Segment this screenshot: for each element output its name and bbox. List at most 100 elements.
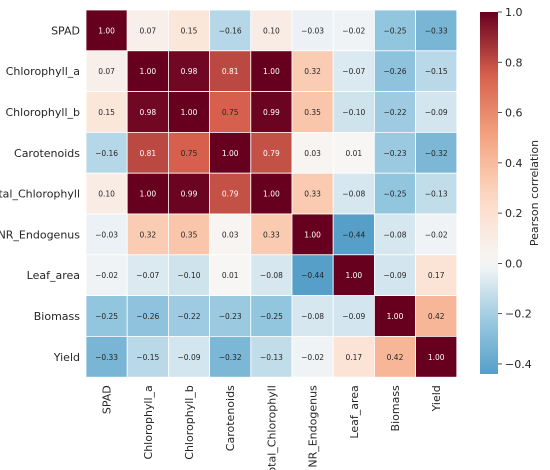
- cell-value-label: −0.26: [384, 67, 407, 76]
- heatmap-cell: [167, 295, 210, 337]
- heatmap-cell: [126, 213, 169, 256]
- cell-value-label: −0.33: [425, 26, 448, 35]
- cell-value-label: −0.09: [425, 108, 448, 117]
- cell-value-label: 0.17: [345, 353, 362, 362]
- cell-value-label: −0.08: [342, 190, 365, 199]
- cell-value-label: 0.75: [222, 108, 239, 117]
- cell-value-label: 0.35: [181, 230, 198, 239]
- cell-value-label: 1.00: [139, 190, 156, 199]
- cell-value-label: −0.09: [178, 353, 201, 362]
- column-label: Total_Chlorophyll: [265, 385, 278, 470]
- column-label: Biomass: [389, 385, 402, 432]
- cell-value-label: −0.22: [178, 312, 201, 321]
- colorbar-gradient: [480, 12, 498, 374]
- colorbar-tick-label: 0.0: [505, 257, 523, 270]
- heatmap-cell: [332, 50, 375, 92]
- column-label: NR_Endogenus: [307, 385, 320, 468]
- heatmap-cell: [373, 9, 416, 52]
- cell-value-label: −0.25: [260, 312, 283, 321]
- heatmap-cell: [85, 50, 128, 92]
- cell-value-label: −0.23: [219, 312, 242, 321]
- cell-value-label: −0.23: [384, 149, 407, 158]
- column-label: Carotenoids: [224, 385, 237, 451]
- cell-value-label: −0.07: [136, 271, 159, 280]
- column-label: Chlorophyll_b: [183, 385, 196, 460]
- column-label: Chlorophyll_a: [142, 385, 155, 459]
- cell-value-label: −0.25: [384, 190, 407, 199]
- cell-value-label: −0.02: [301, 353, 324, 362]
- heatmap-cell: [126, 9, 169, 52]
- heatmap-cell: [291, 213, 334, 256]
- colorbar-tick-label: 0.8: [505, 56, 523, 69]
- heatmap-cell: [250, 335, 293, 378]
- cell-value-label: −0.44: [342, 230, 365, 239]
- cell-value-label: −0.10: [342, 108, 365, 117]
- heatmap-cell: [85, 335, 128, 378]
- cell-value-label: 1.00: [304, 230, 321, 239]
- cell-value-label: 1.00: [181, 108, 198, 117]
- cell-value-label: 0.81: [139, 149, 156, 158]
- cell-value-label: 0.81: [222, 67, 239, 76]
- heatmap-cell: [167, 172, 210, 215]
- cell-value-label: 0.98: [139, 108, 156, 117]
- heatmap-cell: [85, 91, 128, 133]
- row-label: Biomass: [34, 310, 81, 323]
- cell-value-label: 0.07: [139, 26, 156, 35]
- cell-value-label: 0.33: [263, 230, 280, 239]
- heatmap-cell: [250, 254, 293, 297]
- cell-value-label: −0.16: [219, 26, 242, 35]
- cell-value-label: 0.01: [222, 271, 239, 280]
- heatmap-cell: [167, 335, 210, 378]
- cell-value-label: −0.32: [219, 353, 242, 362]
- heatmap-cell: [291, 335, 334, 378]
- cell-value-label: −0.25: [384, 26, 407, 35]
- row-labels: SPAD Chlorophyll_a Chlorophyll_b Carotenoid…: [0, 24, 80, 363]
- heatmap-cell: [85, 254, 128, 297]
- cell-value-label: 0.35: [304, 108, 321, 117]
- heatmap-cell: [291, 295, 334, 337]
- heatmap-cell: [415, 213, 458, 256]
- colorbar-title: Pearson correlation: [528, 140, 541, 246]
- cell-value-label: 0.03: [222, 230, 239, 239]
- heatmap-cell: [85, 9, 128, 52]
- cell-value-label: −0.13: [260, 353, 283, 362]
- heatmap-cell: [332, 335, 375, 378]
- column-labels: SPAD Chlorophyll_a Chlorophyll_b Carotenoid…: [101, 385, 444, 470]
- heatmap-cell: [415, 295, 458, 337]
- heatmap-cell: [209, 213, 252, 256]
- cell-value-label: −0.22: [384, 108, 407, 117]
- cell-value-label: 0.98: [181, 67, 198, 76]
- row-label: Chlorophyll_b: [5, 106, 80, 119]
- heatmap-cell: [167, 9, 210, 52]
- heatmap-cell: [126, 254, 169, 297]
- heatmap-cell: [126, 131, 169, 174]
- heatmap-cell: [332, 91, 375, 133]
- heatmap-cell: [291, 172, 334, 215]
- colorbar-tick-label: 1.0: [505, 6, 523, 19]
- cell-value-label: 1.00: [387, 312, 404, 321]
- cell-value-label: −0.08: [384, 230, 407, 239]
- heatmap-cell: [126, 91, 169, 133]
- heatmap-cell: [209, 335, 252, 378]
- heatmap-cell: [85, 131, 128, 174]
- cell-value-label: 0.15: [98, 108, 115, 117]
- heatmap-cell: [167, 213, 210, 256]
- colorbar-tick-label: −0.2: [505, 308, 532, 321]
- heatmap-cell: [373, 213, 416, 256]
- heatmap-cell: [85, 213, 128, 256]
- heatmap-cell: [415, 172, 458, 215]
- heatmap-cell: [250, 91, 293, 133]
- heatmap-cell: [415, 91, 458, 133]
- heatmap-cell: [209, 295, 252, 337]
- row-label: Total_Chlorophyll: [0, 188, 80, 201]
- cell-value-label: 0.79: [263, 149, 280, 158]
- cell-value-label: −0.25: [95, 312, 118, 321]
- cell-value-label: −0.03: [301, 26, 324, 35]
- heatmap-cell: [415, 131, 458, 174]
- column-label: Yield: [430, 385, 443, 412]
- cell-value-label: −0.09: [384, 271, 407, 280]
- cell-value-label: 1.00: [139, 67, 156, 76]
- colorbar-tick-label: 0.2: [505, 207, 523, 220]
- cell-value-label: 0.99: [263, 108, 280, 117]
